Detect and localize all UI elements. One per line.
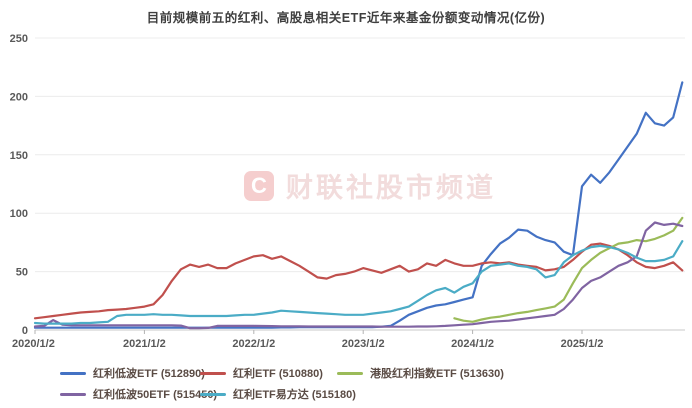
series-line-0 (33, 81, 684, 329)
legend-row: 红利低波50ETF (515450) 红利ETF易方达 (515180) (60, 386, 692, 402)
x-axis-label: 2023/1/2 (342, 338, 385, 350)
legend-item-1[interactable]: 红利ETF (510880) (200, 365, 337, 381)
x-axis-label: 2021/1/2 (123, 338, 166, 350)
legend-swatch-icon (60, 392, 86, 396)
legend-label: 红利低波50ETF (515450) (93, 389, 218, 401)
legend-swatch-icon (200, 392, 226, 396)
x-axis-label: 2024/1/2 (451, 338, 494, 350)
chart-title: 目前规模前五的红利、高股息相关ETF近年来基金份额变动情况(亿份) (146, 11, 546, 25)
x-axis-label: 2025/1/2 (561, 338, 604, 350)
legend-swatch-icon (337, 371, 363, 375)
legend-label: 红利ETF易方达 (515180) (233, 389, 356, 401)
y-axis-label: 250 (10, 33, 28, 45)
series-line-1 (33, 242, 684, 320)
legend-swatch-icon (60, 371, 86, 375)
series-line-2 (453, 216, 684, 323)
line-chart: 0 50 100 150 200 250 2020/1/2 2021/1/2 2022/1/2 2… (10, 33, 685, 350)
legend-item-3[interactable]: 红利低波50ETF (515450) (60, 386, 217, 402)
legend-item-0[interactable]: 红利低波ETF (512890) (60, 365, 205, 381)
legend-row: 红利低波ETF (512890) 红利ETF (510880) 港股红利指数ETF … (60, 365, 692, 381)
legend-label: 红利低波ETF (512890) (93, 368, 205, 380)
y-axis-label: 50 (16, 267, 28, 279)
y-axis-label: 150 (10, 150, 28, 162)
y-axis-label: 200 (10, 91, 28, 103)
y-axis-label: 100 (10, 208, 28, 220)
legend-label: 红利ETF (510880) (233, 368, 323, 380)
series-line-3 (33, 221, 684, 330)
y-axis-label: 0 (22, 325, 28, 337)
legend-label: 港股红利指数ETF (513630) (370, 368, 504, 380)
legend-swatch-icon (200, 371, 226, 375)
chart-legend: 红利低波ETF (512890) 红利ETF (510880) 港股红利指数ETF … (0, 365, 692, 407)
legend-item-2[interactable]: 港股红利指数ETF (513630) (337, 365, 692, 381)
x-axis-label: 2020/1/2 (12, 338, 55, 350)
legend-item-4[interactable]: 红利ETF易方达 (515180) (200, 386, 356, 402)
series-line-4 (33, 240, 684, 325)
x-axis-label: 2022/1/2 (232, 338, 275, 350)
